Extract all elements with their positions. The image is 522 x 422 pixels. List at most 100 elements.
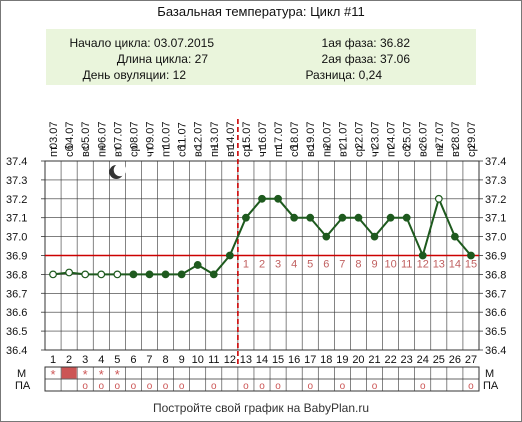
temperature-point (225, 251, 234, 260)
weekday-label: пн (321, 145, 333, 157)
day-number: 15 (272, 354, 284, 366)
weekday-label: ср (128, 145, 140, 157)
weekday-label: ср (241, 145, 253, 157)
moon-icon (109, 163, 127, 179)
pa-mark: о (98, 381, 104, 392)
temperature-point (113, 270, 122, 279)
phase2-number: 14 (449, 259, 461, 271)
pa-mark: о (275, 381, 281, 392)
chart-title: Базальная температура: Цикл #11 (157, 4, 365, 19)
weekday-label: чт (257, 146, 269, 157)
day-number: 6 (130, 354, 136, 366)
date-label: 26.07 (418, 121, 430, 149)
y-tick-label-right: 37.4 (485, 156, 506, 168)
y-tick-label-right: 37.3 (485, 175, 506, 187)
m-row-label-left: М (17, 368, 26, 380)
pa-mark: о (468, 381, 474, 392)
weekday-label: пт (161, 146, 173, 157)
weekday-label: вс (418, 145, 430, 157)
day-number: 8 (162, 354, 168, 366)
y-tick-label-left: 36.5 (6, 326, 27, 338)
date-label: 06.07 (96, 121, 108, 149)
temperature-point (161, 270, 170, 279)
y-tick-label-left: 36.9 (6, 251, 27, 263)
pa-row-label-left: ПА (15, 380, 31, 392)
date-label: 07.07 (112, 121, 124, 149)
pa-mark: о (307, 381, 313, 392)
day-number: 19 (336, 354, 348, 366)
date-label: 12.07 (193, 121, 205, 149)
day-number: 27 (465, 354, 477, 366)
y-tick-label-right: 37.1 (485, 213, 506, 225)
temperature-point (145, 270, 154, 279)
date-label: 16.07 (257, 121, 269, 149)
y-tick-label-left: 37.3 (6, 175, 27, 187)
date-label: 11.07 (177, 122, 189, 149)
weekday-label: ср (353, 145, 365, 157)
date-label: 04.07 (64, 121, 76, 149)
temperature-point (129, 270, 138, 279)
phase2-number: 2 (259, 259, 265, 271)
temperature-point (354, 213, 363, 222)
phase2-number: 10 (384, 259, 396, 271)
weekday-label: чт (370, 146, 382, 157)
y-tick-label-left: 36.6 (6, 307, 27, 319)
temperature-point (467, 251, 475, 260)
period-mark: * (115, 367, 120, 382)
y-tick-label-right: 37.0 (485, 232, 506, 244)
pa-mark: о (179, 381, 185, 392)
date-label: 21.07 (337, 121, 349, 149)
date-label: 23.07 (370, 121, 382, 149)
temperature-point (386, 213, 395, 222)
temperature-point (338, 213, 347, 222)
day-number: 2 (66, 354, 72, 366)
phase2-number: 12 (417, 259, 429, 271)
date-label: 17.07 (273, 121, 285, 149)
y-tick-label-left: 36.7 (6, 288, 27, 300)
footer-link[interactable]: Постройте свой график на BabyPlan.ru (152, 401, 370, 415)
date-label: 14.07 (225, 121, 237, 149)
period-mark: * (83, 367, 88, 382)
weekday-label: пт (48, 146, 60, 157)
temperature-point (306, 213, 315, 222)
day-number: 25 (433, 354, 445, 366)
phase2-numbers: 1 2 3 4 5 6 7 8 9 10 11 12 13 14 15 (243, 259, 477, 271)
cycle-start: Начало цикла: 03.07.2015 (69, 36, 214, 50)
weekday-label: сб (289, 145, 301, 157)
weekday-label: вс (80, 145, 92, 157)
y-tick-label-right: 36.4 (485, 345, 506, 357)
weekday-label: пн (209, 145, 221, 157)
y-tick-label-left: 37.4 (6, 156, 27, 168)
period-mark: * (51, 367, 56, 382)
day-number: 26 (449, 354, 461, 366)
date-label: 09.07 (144, 121, 156, 149)
temperature-point (322, 232, 331, 241)
phase2-number: 15 (465, 259, 477, 271)
date-label: 15.07 (241, 121, 253, 149)
day-number-labels: 1 2 3 4 5 6 7 8 9 10 11 12 13 14 15 16 17 18 19 20 21 22 23 24 2… (50, 354, 477, 366)
phase2-number: 5 (307, 259, 313, 271)
m-row-label-right: М (485, 368, 494, 380)
pa-mark: о (372, 381, 378, 392)
day-number: 7 (146, 354, 152, 366)
day-number: 11 (208, 354, 219, 366)
temperature-point (434, 194, 443, 203)
date-label: 10.07 (161, 121, 173, 149)
weekday-label: пт (386, 146, 398, 157)
phase2-number: 8 (355, 259, 361, 271)
weekday-label: ср (466, 145, 478, 157)
temperature-point (193, 261, 202, 269)
temperature-point (402, 213, 411, 222)
phase2-number: 7 (339, 259, 345, 271)
day-number: 9 (179, 354, 185, 366)
pa-mark: о (243, 381, 249, 392)
day-number: 1 (50, 354, 56, 366)
date-label: 29.07 (466, 121, 478, 149)
phase2-number: 1 (243, 259, 249, 271)
date-label: 27.07 (434, 121, 446, 149)
temperature-point (97, 270, 106, 279)
weekday-label: пн (96, 145, 108, 157)
date-label: 13.07 (209, 121, 221, 149)
